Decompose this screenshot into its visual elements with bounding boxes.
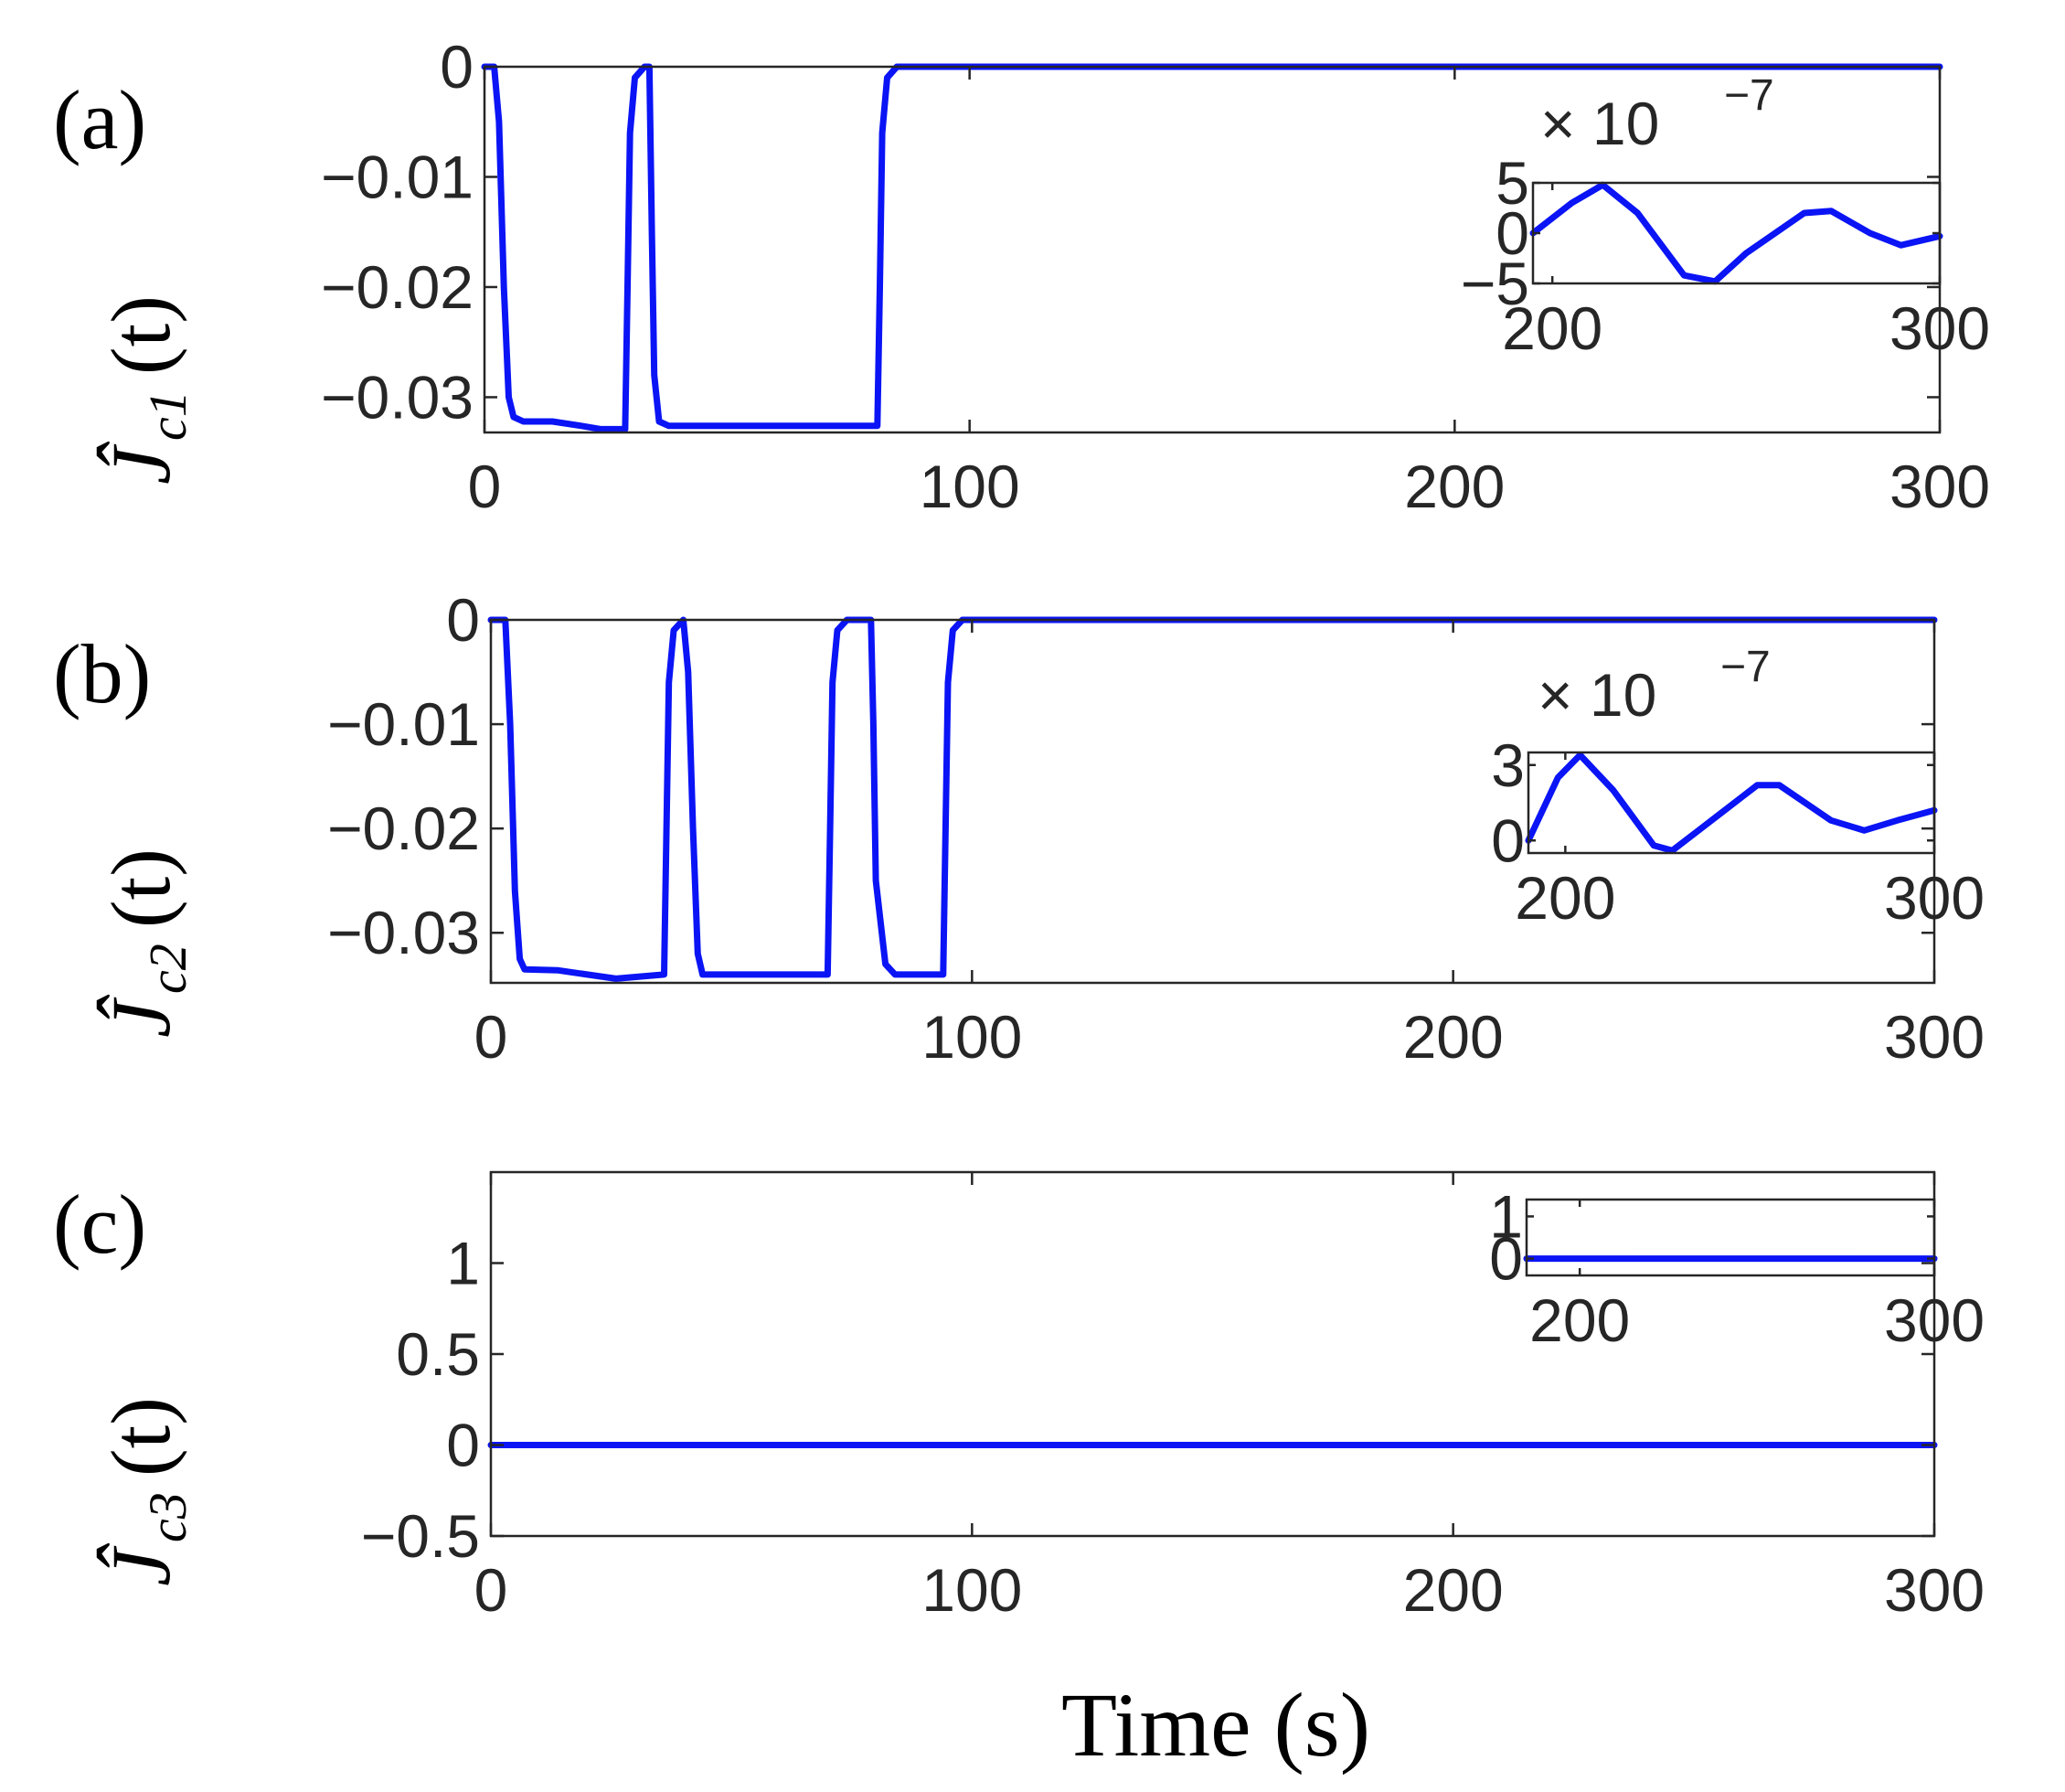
panel-a-inset-xtick-label: 200 <box>1502 294 1602 362</box>
panel-c-xtick-label: 300 <box>1884 1556 1985 1624</box>
panel-b-xtick-label: 300 <box>1884 1003 1985 1071</box>
panel-c-ytick-label: 1 <box>446 1230 480 1297</box>
panel-c-inset-ytick-label: 1 <box>1489 1182 1523 1250</box>
panel-c-inset: 200 300 10 <box>1489 1182 1985 1354</box>
panel-c-ylabel-subscript: c3 <box>138 1492 197 1542</box>
panel-b-inset-multiplier: × 10 <box>1538 661 1656 729</box>
panel-b-inset: 200 300 3 0 <box>1491 731 1985 932</box>
panel-c-ylabel-symbol: Ĵ <box>94 1542 187 1586</box>
panel-b-axes: 0 100 200 300 0 −0.01 −0.02 −0.03 <box>327 586 1985 1071</box>
panel-c-xtick-label: 100 <box>921 1556 1022 1624</box>
panel-a-inset-exponent: −7 <box>1724 71 1774 120</box>
panel-a-label: (a) <box>53 73 146 166</box>
panel-a-ytick-label: 0 <box>440 33 474 101</box>
panel-a-xtick-label: 0 <box>468 453 502 520</box>
panel-a-inset-series-line <box>1529 181 1943 285</box>
panel-a-xtick-label: 300 <box>1889 453 1990 520</box>
panel-c-ylabel-argument: (t) <box>94 1397 187 1477</box>
panel-a-inset: 200 300 50−5 <box>1461 149 1990 362</box>
panel-b-inset-ytick-label: 3 <box>1491 731 1525 799</box>
panel-a-series-line <box>481 63 1943 432</box>
panel-b-ytick-label: −0.02 <box>327 795 480 862</box>
panel-a-inset-ytick-label: 0 <box>1496 199 1529 267</box>
panel-a-ytick-label: −0.02 <box>321 253 474 321</box>
panel-a-ylabel-argument: (t) <box>94 295 187 375</box>
panel-b-inset-frame <box>1527 751 1936 855</box>
panel-c-xtick-label: 200 <box>1403 1556 1504 1624</box>
panel-a-ytick-label: −0.03 <box>321 363 474 431</box>
panel-c-xtick-label: 0 <box>474 1556 508 1624</box>
panel-b: (b) Ĵ c2 (t) 0 100 200 3000−0.01−0.02−0.03 … <box>53 586 1985 1071</box>
panel-a-ytick-label: −0.01 <box>321 143 474 210</box>
panel-b-frame <box>489 618 1936 985</box>
panel-a-inset-ytick-label: 5 <box>1496 149 1529 217</box>
panel-b-series-line <box>487 616 1938 982</box>
panel-c-ytick-label: 0.5 <box>396 1320 480 1388</box>
panel-a-inset-ytick-label: −5 <box>1461 250 1529 317</box>
panel-c-inset-xtick-label: 200 <box>1529 1286 1630 1354</box>
panel-b-xtick-label: 100 <box>921 1003 1022 1071</box>
panel-c-label: (c) <box>53 1178 146 1271</box>
panel-c-inset-ytick-label: 0 <box>1489 1225 1523 1293</box>
panel-c-inset-xtick-label: 300 <box>1884 1286 1985 1354</box>
panel-b-inset-xtick-label: 300 <box>1884 864 1985 932</box>
panel-b-ylabel-argument: (t) <box>94 848 187 928</box>
panel-a-frame <box>483 65 1942 434</box>
panel-a-inset-multiplier: × 10 <box>1540 90 1659 157</box>
panel-a: (a) Ĵ c1 (t) 0 100 200 3000−0.01−0.02−0.03 … <box>53 33 1990 520</box>
panel-b-ytick-label: −0.01 <box>327 690 480 758</box>
panel-b-ylabel: Ĵ c2 (t) <box>94 848 197 1038</box>
panel-b-inset-exponent: −7 <box>1720 643 1771 691</box>
panel-a-ylabel-symbol: Ĵ <box>94 441 187 485</box>
panel-c-frame <box>489 1170 1936 1538</box>
panel-a-inset-xtick-label: 300 <box>1889 294 1990 362</box>
panel-b-ylabel-symbol: Ĵ <box>94 994 187 1038</box>
panel-b-label: (b) <box>53 627 151 720</box>
x-axis-label: Time (s) <box>1061 1674 1370 1776</box>
panel-b-ylabel-subscript: c2 <box>138 944 197 994</box>
panel-a-ylabel: Ĵ c1 (t) <box>94 295 197 485</box>
panel-b-ytick-label: −0.03 <box>327 899 480 966</box>
panel-c-ytick-label: −0.5 <box>361 1502 480 1570</box>
panel-c-inset-frame <box>1525 1198 1936 1277</box>
panel-b-ytick-label: 0 <box>446 586 480 654</box>
panel-c-ytick-label: 0 <box>446 1412 480 1479</box>
panel-b-inset-ytick-label: 0 <box>1491 806 1525 874</box>
panel-b-xtick-label: 0 <box>474 1003 508 1071</box>
panel-a-axes: 0 100 200 300 0 −0.01 −0.02 −0.03 <box>321 33 1990 520</box>
panel-c-ylabel: Ĵ c3 (t) <box>94 1397 197 1586</box>
panel-a-ylabel-subscript: c1 <box>138 390 197 441</box>
panel-a-xtick-label: 200 <box>1404 453 1505 520</box>
panel-b-inset-series-line <box>1525 752 1938 854</box>
panel-b-xtick-label: 200 <box>1403 1003 1504 1071</box>
panel-b-inset-xtick-label: 200 <box>1515 864 1615 932</box>
panel-a-xtick-label: 100 <box>920 453 1020 520</box>
